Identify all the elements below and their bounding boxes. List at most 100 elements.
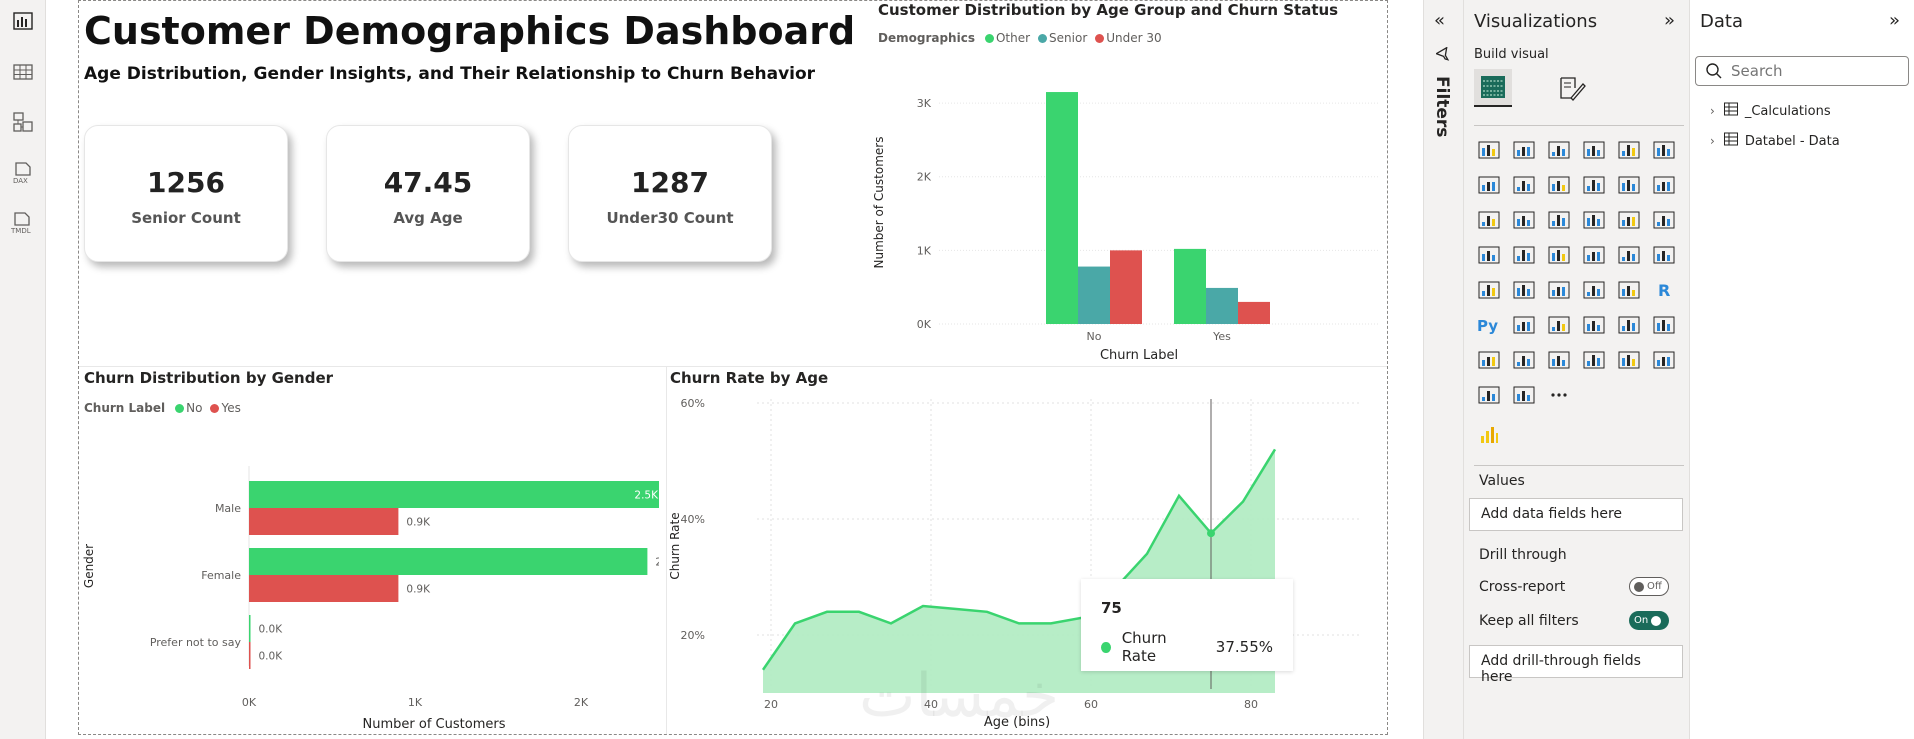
treemap-icon[interactable] xyxy=(1474,240,1504,270)
table-view-icon[interactable] xyxy=(8,57,38,87)
y-axis-title: Churn Rate xyxy=(668,512,682,579)
multirow-card-icon[interactable] xyxy=(1509,275,1539,305)
waterfall-icon[interactable] xyxy=(1509,205,1539,235)
x-axis-title: Age (bins) xyxy=(984,715,1050,730)
chevron-right-icon[interactable]: › xyxy=(1710,134,1715,148)
card-icon[interactable] xyxy=(1474,275,1504,305)
paginated-report-icon[interactable] xyxy=(1474,345,1504,375)
chart-title: Churn Distribution by Gender xyxy=(84,369,334,387)
100-column-icon[interactable] xyxy=(1649,135,1679,165)
report-view-icon[interactable] xyxy=(8,6,38,36)
arrow-chevron-icon[interactable] xyxy=(1509,380,1539,410)
power-apps-icon[interactable] xyxy=(1509,345,1539,375)
kpi-card-avg-age[interactable]: 47.45 Avg Age xyxy=(326,125,530,262)
divider xyxy=(1474,465,1684,466)
app-source-visual-icon[interactable] xyxy=(1474,420,1504,450)
pie-icon[interactable] xyxy=(1614,205,1644,235)
x-tick-label: 2K xyxy=(574,696,589,709)
x-tick-label: 40 xyxy=(924,698,938,711)
y-tick-label: Prefer not to say xyxy=(150,636,242,649)
dax-query-icon[interactable]: DAX xyxy=(8,158,38,188)
drill-through-drop-zone[interactable]: Add drill-through fields here xyxy=(1469,645,1683,685)
r-visual-icon[interactable]: R xyxy=(1649,275,1679,305)
stacked-bar-icon[interactable] xyxy=(1474,135,1504,165)
model-view-icon[interactable] xyxy=(8,107,38,137)
chart-title: Churn Rate by Age xyxy=(670,369,829,387)
chart-tooltip: 75 Churn Rate 37.55% xyxy=(1081,579,1293,671)
y-tick-label: 2K xyxy=(917,171,932,184)
line-clustered-icon[interactable] xyxy=(1649,170,1679,200)
tmdl-view-icon[interactable]: TMDL xyxy=(8,208,38,238)
legend-item-yes[interactable]: Yes xyxy=(210,401,241,415)
narrative-icon[interactable] xyxy=(1614,310,1644,340)
map-icon[interactable] xyxy=(1509,240,1539,270)
line-column-icon[interactable] xyxy=(1614,170,1644,200)
image-icon[interactable] xyxy=(1614,345,1644,375)
bar-chart-svg: Male 2.5K 0.9K Female 2.4K 0.9K Prefer not to … xyxy=(82,466,659,732)
svg-text:Py: Py xyxy=(1477,317,1498,335)
gauge-icon[interactable] xyxy=(1649,240,1679,270)
report-subtitle: Age Distribution, Gender Insights, and T… xyxy=(84,64,816,84)
bar-other xyxy=(1174,248,1206,324)
ribbon-chart-icon[interactable] xyxy=(1474,205,1504,235)
collapse-data-icon[interactable]: » xyxy=(1888,10,1900,31)
legend-item-other[interactable]: Other xyxy=(984,31,1030,45)
legend-item-senior[interactable]: Senior xyxy=(1038,31,1087,45)
kpi-card-senior-count[interactable]: 1256 Senior Count xyxy=(84,125,288,262)
funnel-icon[interactable] xyxy=(1544,205,1574,235)
report-title: Customer Demographics Dashboard xyxy=(84,9,856,53)
legend-item-under30[interactable]: Under 30 xyxy=(1095,31,1162,45)
stacked-area-icon[interactable] xyxy=(1544,170,1574,200)
key-influencers-icon[interactable] xyxy=(1509,310,1539,340)
format-visual-tab[interactable] xyxy=(1553,69,1591,107)
kpi-card-under30-count[interactable]: 1287 Under30 Count xyxy=(568,125,772,262)
y-tick-label: Male xyxy=(215,502,241,515)
smart-narrative-icon[interactable] xyxy=(1579,345,1609,375)
area-chart-icon[interactable] xyxy=(1509,170,1539,200)
custom-visual-icon[interactable] xyxy=(1649,345,1679,375)
tree-item-calculations[interactable]: › _Calculations xyxy=(1710,100,1831,122)
values-drop-zone[interactable]: Add data fields here xyxy=(1469,498,1683,531)
100-bar-icon[interactable] xyxy=(1614,135,1644,165)
python-visual-icon[interactable]: Py xyxy=(1474,310,1504,340)
chevron-right-icon[interactable]: › xyxy=(1710,104,1715,118)
qa-icon[interactable] xyxy=(1579,310,1609,340)
donut-icon[interactable] xyxy=(1649,205,1679,235)
search-input[interactable] xyxy=(1731,62,1901,80)
filters-pane: « Filters xyxy=(1423,0,1464,739)
filters-label[interactable]: Filters xyxy=(1432,76,1452,138)
more-icon[interactable] xyxy=(1544,380,1574,410)
x-tick-label: 60 xyxy=(1084,698,1098,711)
power-automate-icon[interactable] xyxy=(1544,345,1574,375)
azure-map-icon[interactable] xyxy=(1614,240,1644,270)
legend-label: Senior xyxy=(1049,31,1088,45)
matrix-icon[interactable] xyxy=(1614,275,1644,305)
diamond-icon[interactable] xyxy=(1474,380,1504,410)
x-axis-title: Churn Label xyxy=(1100,348,1178,363)
clustered-column-icon[interactable] xyxy=(1579,135,1609,165)
scatter-icon[interactable] xyxy=(1579,205,1609,235)
x-tick-label: No xyxy=(1087,330,1102,343)
kpi-label: Senior Count xyxy=(131,209,241,227)
kpi-icon[interactable] xyxy=(1544,275,1574,305)
clustered-bar-icon[interactable] xyxy=(1544,135,1574,165)
table-visual-icon xyxy=(1481,76,1505,98)
cross-report-toggle[interactable]: Off xyxy=(1629,577,1669,596)
data-pane: Data » › _Calculations › Databel - Data xyxy=(1690,0,1914,739)
line-chart-icon[interactable] xyxy=(1474,170,1504,200)
build-visual-tab[interactable] xyxy=(1474,69,1512,107)
legend-item-no[interactable]: No xyxy=(175,401,202,415)
goals-icon[interactable] xyxy=(1649,310,1679,340)
shape-map-icon[interactable] xyxy=(1579,240,1609,270)
data-search-box[interactable] xyxy=(1695,56,1909,86)
table-icon[interactable] xyxy=(1579,275,1609,305)
filled-map-icon[interactable] xyxy=(1544,240,1574,270)
expand-filters-icon[interactable]: « xyxy=(1434,10,1446,31)
tooltip-row: Churn Rate 37.55% xyxy=(1101,629,1273,665)
decomposition-tree-icon[interactable] xyxy=(1544,310,1574,340)
stacked-column-icon[interactable] xyxy=(1509,135,1539,165)
keep-filters-toggle[interactable]: On xyxy=(1629,611,1669,630)
tree-item-databel-data[interactable]: › Databel - Data xyxy=(1710,130,1840,152)
collapse-visualizations-icon[interactable]: » xyxy=(1663,10,1675,31)
100-area-icon[interactable] xyxy=(1579,170,1609,200)
